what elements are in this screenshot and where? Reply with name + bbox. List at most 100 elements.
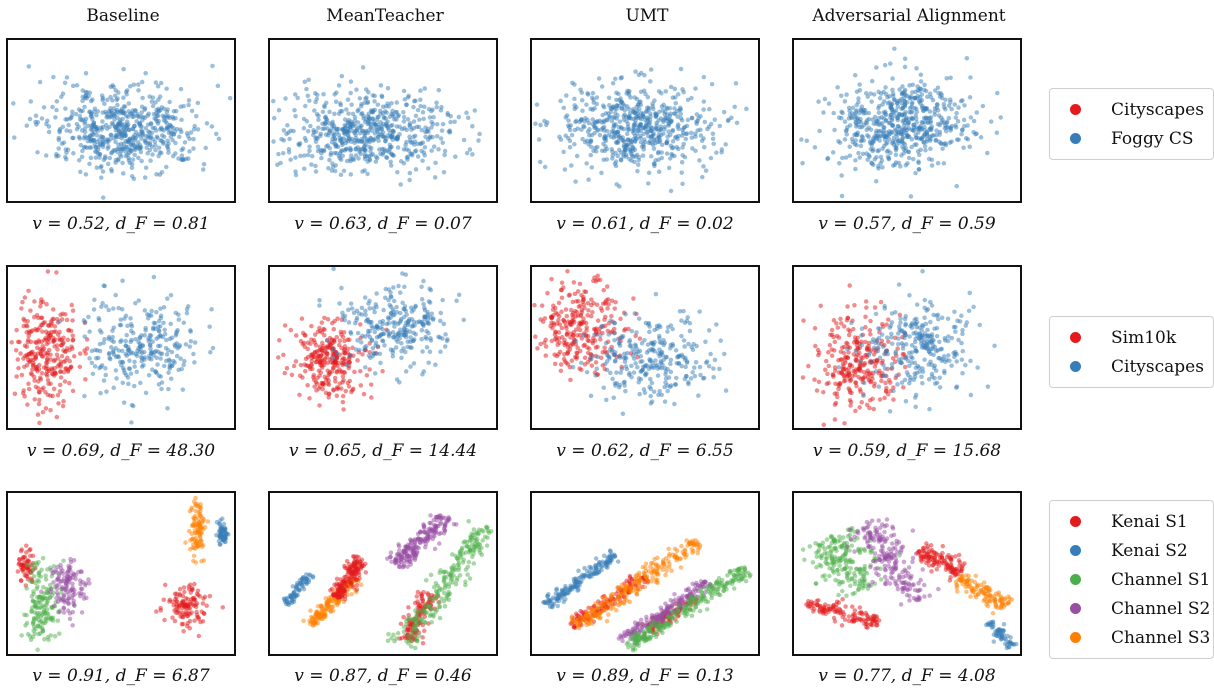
scatter-point <box>372 99 377 104</box>
scatter-point <box>988 119 994 124</box>
scatter-point <box>213 131 219 137</box>
scatter-point <box>166 124 172 130</box>
scatter-point <box>696 393 701 398</box>
scatter-point <box>118 131 124 136</box>
scatter-point <box>402 306 407 312</box>
scatter-point <box>670 139 676 144</box>
scatter-point <box>419 336 424 342</box>
scatter-point <box>129 402 135 408</box>
scatter-point <box>845 315 851 321</box>
scatter-point <box>656 169 662 174</box>
scatter-point <box>67 116 73 121</box>
scatter-point <box>336 111 342 117</box>
scatter-point <box>365 171 370 177</box>
scatter-point <box>612 320 617 326</box>
scatter-point <box>532 302 537 308</box>
scatter-point <box>657 347 662 352</box>
scatter-point <box>358 383 364 388</box>
scatter-point <box>350 111 356 117</box>
scatter-point <box>97 328 103 333</box>
scatter-point <box>324 351 330 357</box>
scatter-point <box>82 104 87 110</box>
scatter-point <box>860 151 866 157</box>
scatter-point <box>476 138 481 143</box>
scatter-point <box>124 332 129 338</box>
scatter-point <box>673 111 678 117</box>
scatter-point <box>570 364 576 370</box>
scatter-point <box>172 618 178 624</box>
scatter-point <box>543 353 549 358</box>
scatter-point <box>912 374 918 380</box>
scatter-point <box>172 342 178 348</box>
scatter-point <box>342 117 348 122</box>
scatter-point <box>391 298 397 304</box>
scatter-point <box>579 367 584 373</box>
scatter-point <box>536 137 542 142</box>
scatter-point <box>918 79 924 84</box>
scatter-point <box>900 346 906 351</box>
scatter-point <box>627 88 632 94</box>
scatter-point <box>16 365 21 371</box>
scatter-point <box>144 145 150 150</box>
scatter-point <box>900 84 905 89</box>
scatter-point <box>162 327 167 333</box>
scatter-point <box>185 621 190 626</box>
scatter-point <box>960 371 965 376</box>
scatter-point <box>633 361 638 366</box>
scatter-point <box>126 158 132 163</box>
scatter-point <box>701 107 706 112</box>
scatter-point <box>591 97 596 102</box>
scatter-point <box>35 412 41 417</box>
scatter-point <box>971 118 977 124</box>
scatter-point <box>939 115 944 121</box>
scatter-point <box>831 318 837 323</box>
scatter-point <box>84 135 89 140</box>
scatter-point <box>368 382 374 387</box>
scatter-point <box>87 161 92 167</box>
scatter-point <box>539 303 545 308</box>
scatter-point <box>640 153 646 158</box>
scatter-point <box>638 359 643 364</box>
scatter-point <box>667 132 673 138</box>
scatter-point <box>384 110 389 115</box>
scatter-point <box>137 344 143 350</box>
scatter-point <box>864 402 870 408</box>
scatter-point <box>604 128 610 134</box>
scatter-point <box>192 618 197 623</box>
scatter-point <box>76 124 81 130</box>
scatter-point <box>397 380 402 385</box>
scatter-point <box>631 296 636 301</box>
scatter-point <box>113 160 118 165</box>
scatter-point <box>46 336 52 341</box>
scatter-point <box>376 138 381 144</box>
scatter-point <box>370 346 376 351</box>
scatter-point <box>620 411 626 416</box>
scatter-point <box>900 135 906 140</box>
scatter-point <box>693 86 698 91</box>
scatter-point <box>613 163 619 169</box>
scatter-point <box>35 150 40 155</box>
scatter-point <box>874 118 879 124</box>
scatter-point <box>590 90 596 96</box>
scatter-point <box>174 599 179 604</box>
scatter-point <box>627 339 632 345</box>
scatter-point <box>194 113 199 119</box>
scatter-point <box>148 342 153 348</box>
scatter-point <box>858 358 863 364</box>
scatter-point <box>585 129 591 134</box>
scatter-point <box>913 321 918 327</box>
scatter-point <box>418 141 424 146</box>
scatter-point <box>706 363 712 369</box>
scatter-point <box>45 377 51 383</box>
scatter-point <box>876 345 881 351</box>
scatter-point <box>561 105 566 111</box>
scatter-point <box>614 370 619 375</box>
scatter-point <box>367 157 373 163</box>
scatter-point <box>846 386 851 391</box>
scatter-point <box>36 401 42 407</box>
scatter-point <box>44 363 49 369</box>
scatter-point <box>812 377 817 382</box>
scatter-point <box>578 303 583 309</box>
scatter-plot <box>270 65 482 187</box>
scatter-point <box>615 153 620 159</box>
